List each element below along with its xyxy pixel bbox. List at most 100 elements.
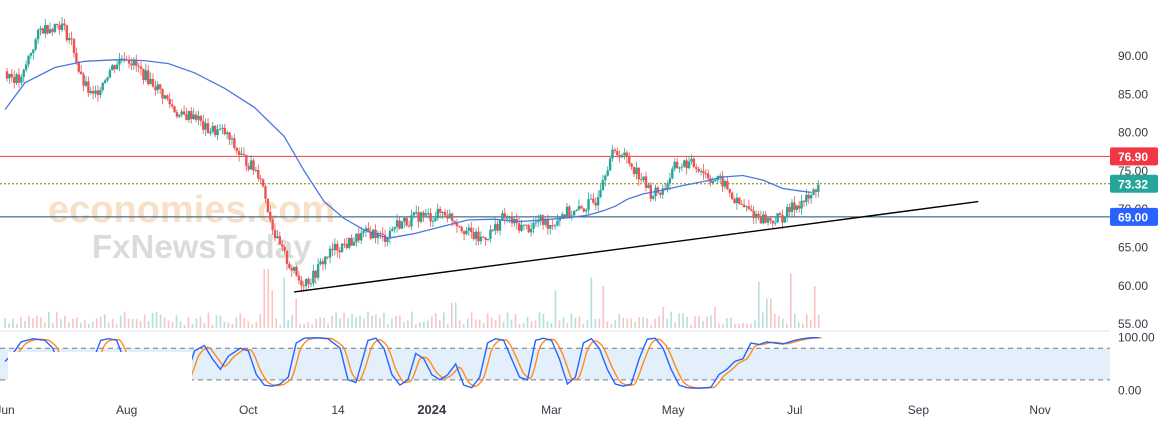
candle-body xyxy=(163,95,167,99)
candle-body xyxy=(314,270,317,278)
volume-bar xyxy=(722,324,724,328)
candle-body xyxy=(788,207,791,213)
candle-body xyxy=(407,225,411,227)
volume-bar xyxy=(446,323,449,328)
candle-body xyxy=(711,180,715,183)
candle-body xyxy=(721,175,724,187)
candle-body xyxy=(68,38,71,41)
candle-body xyxy=(331,248,334,251)
volume-bar xyxy=(438,320,441,328)
candle-body xyxy=(489,229,492,240)
candle-body xyxy=(448,213,451,219)
candle-body xyxy=(747,206,751,210)
candle-body xyxy=(467,227,471,231)
oscillator-tick-label: 0.00 xyxy=(1118,383,1142,397)
candle-body xyxy=(534,222,538,224)
candle-body xyxy=(252,160,255,171)
volume-bar xyxy=(534,320,537,328)
candle-body xyxy=(137,65,140,67)
candle-body xyxy=(223,127,226,135)
candle-body xyxy=(386,237,389,242)
candle-body xyxy=(637,167,641,180)
volume-bar xyxy=(762,312,764,328)
candle-body xyxy=(623,152,626,156)
candle-body xyxy=(254,169,258,171)
candle-body xyxy=(51,29,54,32)
candle-body xyxy=(656,187,660,193)
candle-body xyxy=(776,213,779,223)
candle-body xyxy=(695,167,698,169)
candle-body xyxy=(228,132,231,140)
price-badge-bg xyxy=(1110,207,1158,226)
volume-bar xyxy=(813,286,816,328)
candle-body xyxy=(417,212,420,222)
volume-bar xyxy=(490,317,493,328)
candle-body xyxy=(166,95,169,99)
candle-body xyxy=(362,230,365,233)
volume-bar xyxy=(48,311,50,328)
candle-body xyxy=(283,246,286,251)
candle-body xyxy=(438,208,442,213)
candle-body xyxy=(553,225,557,227)
candle-body xyxy=(587,199,590,210)
candle-body xyxy=(60,23,64,30)
time-tick-label: 2024 xyxy=(417,402,447,417)
volume-bar xyxy=(32,318,34,328)
candle-body xyxy=(113,65,116,70)
candle-body xyxy=(333,243,337,251)
candle-body xyxy=(800,200,803,209)
candle-body xyxy=(249,160,253,170)
candle-body xyxy=(99,90,102,96)
candle-body xyxy=(740,203,743,205)
candle-body xyxy=(158,84,162,90)
candle-body xyxy=(266,198,270,212)
volume-bar xyxy=(642,316,645,328)
volume-bar xyxy=(789,273,792,328)
candle-body xyxy=(190,110,193,120)
volume-bar xyxy=(147,321,150,328)
volume-bar xyxy=(758,281,760,328)
candle-body xyxy=(817,184,820,192)
candle-body xyxy=(745,206,748,208)
volume-bar xyxy=(742,322,744,328)
volume-bar xyxy=(474,319,477,328)
candle-body xyxy=(328,248,332,258)
price-badge-label: 76.90 xyxy=(1118,150,1148,164)
volume-bar xyxy=(4,318,6,328)
volume-bar xyxy=(634,321,637,328)
volume-bar xyxy=(430,316,433,328)
volume-bar xyxy=(407,320,409,328)
candle-body xyxy=(572,211,576,216)
candle-body xyxy=(364,228,368,231)
time-tick-label: Mar xyxy=(541,403,562,417)
candle-body xyxy=(369,232,372,239)
candle-body xyxy=(498,220,502,231)
candle-body xyxy=(352,241,356,246)
volume-bar xyxy=(28,315,30,328)
candle-body xyxy=(161,89,164,99)
volume-bar xyxy=(510,319,513,328)
volume-bar xyxy=(554,290,557,328)
candle-body xyxy=(65,25,69,41)
candle-body xyxy=(15,74,18,84)
volume-bar xyxy=(698,316,700,328)
volume-bar xyxy=(195,318,198,328)
candle-body xyxy=(309,283,313,285)
candle-body xyxy=(503,213,506,219)
candle-body xyxy=(381,233,384,235)
volume-bar xyxy=(578,316,581,328)
candle-body xyxy=(271,219,274,231)
volume-bar xyxy=(203,323,206,328)
volume-bar xyxy=(227,322,230,328)
candle-body xyxy=(704,173,708,175)
candle-body xyxy=(474,231,478,240)
volume-bar xyxy=(343,312,345,328)
volume-bar xyxy=(782,318,784,328)
candle-body xyxy=(149,78,152,85)
volume-bar xyxy=(793,314,796,328)
candle-body xyxy=(446,215,449,219)
candle-body xyxy=(264,186,267,199)
volume-bar xyxy=(797,322,800,328)
volume-bar xyxy=(175,315,178,328)
candle-body xyxy=(357,233,361,241)
